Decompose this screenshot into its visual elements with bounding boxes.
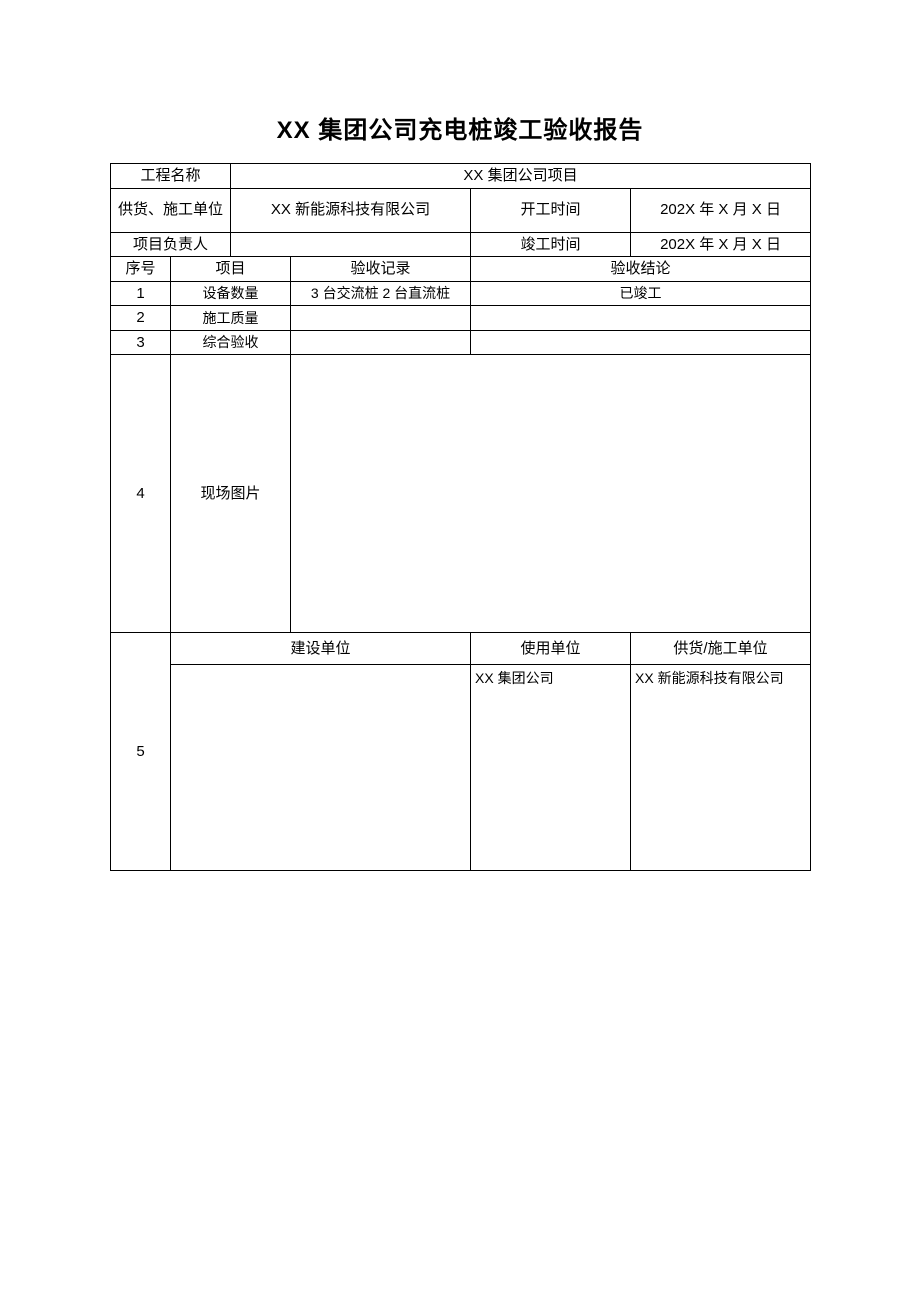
sign-no: 5: [111, 633, 171, 871]
table-row: 2 施工质量: [111, 306, 811, 331]
table-row: 4 现场图片: [111, 355, 811, 633]
table-row: 供货、施工单位 XX 新能源科技有限公司 开工时间 202X 年 X 月 X 日: [111, 188, 811, 232]
use-unit-value: XX 集团公司: [471, 665, 631, 871]
item-name: 现场图片: [171, 355, 291, 633]
item-no: 1: [111, 281, 171, 306]
col-item: 项目: [171, 257, 291, 282]
supplier-value: XX 新能源科技有限公司: [231, 188, 471, 232]
item-record: [291, 330, 471, 355]
item-no: 4: [111, 355, 171, 633]
complete-value: 202X 年 X 月 X 日: [631, 232, 811, 257]
table-row: 1 设备数量 3 台交流桩 2 台直流桩 已竣工: [111, 281, 811, 306]
report-table: 工程名称 XX 集团公司项目 供货、施工单位 XX 新能源科技有限公司 开工时间…: [110, 163, 811, 871]
table-row: 项目负责人 竣工时间 202X 年 X 月 X 日: [111, 232, 811, 257]
project-name-value: XX 集团公司项目: [231, 164, 811, 189]
item-no: 2: [111, 306, 171, 331]
item-conclusion: [471, 306, 811, 331]
item-record: 3 台交流桩 2 台直流桩: [291, 281, 471, 306]
table-row: XX 集团公司 XX 新能源科技有限公司: [111, 665, 811, 871]
use-unit-label: 使用单位: [471, 633, 631, 665]
item-name: 综合验收: [171, 330, 291, 355]
item-name: 施工质量: [171, 306, 291, 331]
item-record: [291, 306, 471, 331]
complete-label: 竣工时间: [471, 232, 631, 257]
page-title: XX 集团公司充电桩竣工验收报告: [110, 110, 810, 145]
item-conclusion: [471, 330, 811, 355]
table-row: 3 综合验收: [111, 330, 811, 355]
supply-unit-label: 供货/施工单位: [631, 633, 811, 665]
col-conclusion: 验收结论: [471, 257, 811, 282]
col-no: 序号: [111, 257, 171, 282]
supply-unit-value: XX 新能源科技有限公司: [631, 665, 811, 871]
project-name-label: 工程名称: [111, 164, 231, 189]
table-row: 5 建设单位 使用单位 供货/施工单位: [111, 633, 811, 665]
start-value: 202X 年 X 月 X 日: [631, 188, 811, 232]
table-row: 工程名称 XX 集团公司项目: [111, 164, 811, 189]
build-unit-label: 建设单位: [171, 633, 471, 665]
photo-area: [291, 355, 811, 633]
leader-label: 项目负责人: [111, 232, 231, 257]
item-name: 设备数量: [171, 281, 291, 306]
leader-value: [231, 232, 471, 257]
table-row: 序号 项目 验收记录 验收结论: [111, 257, 811, 282]
build-unit-value: [171, 665, 471, 871]
supplier-label: 供货、施工单位: [111, 188, 231, 232]
item-no: 3: [111, 330, 171, 355]
item-conclusion: 已竣工: [471, 281, 811, 306]
col-record: 验收记录: [291, 257, 471, 282]
start-label: 开工时间: [471, 188, 631, 232]
